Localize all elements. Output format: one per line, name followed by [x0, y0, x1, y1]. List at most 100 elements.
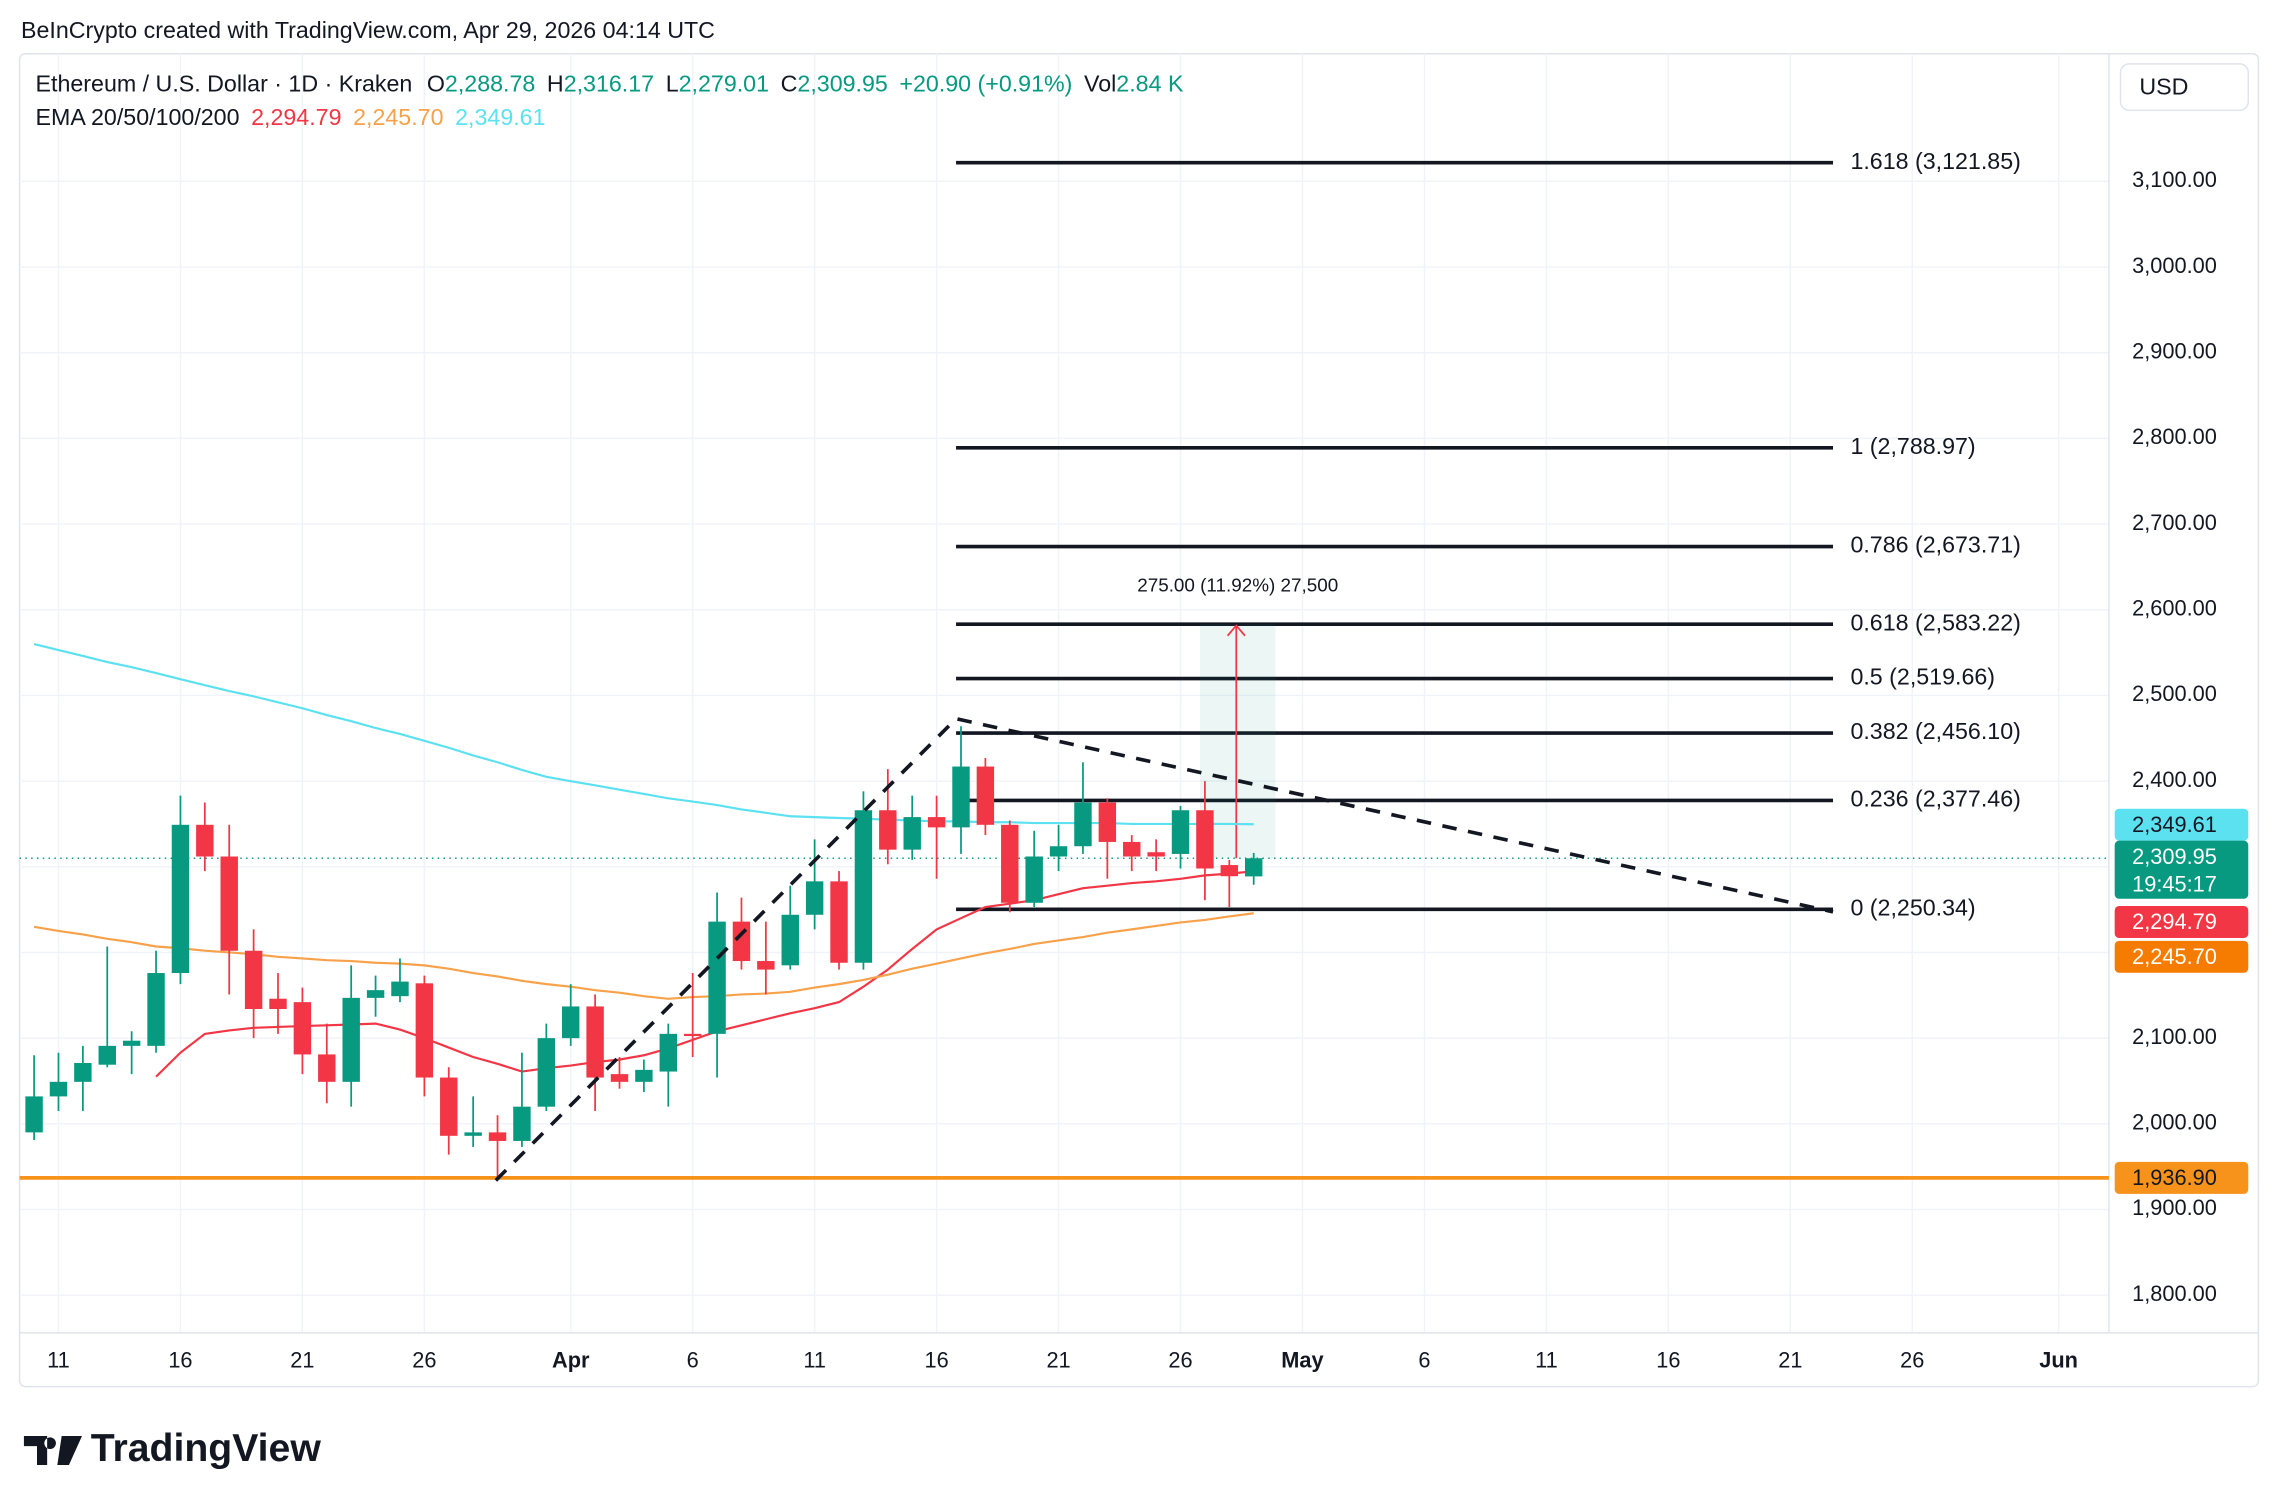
candle-body	[854, 810, 873, 963]
candle-body	[415, 983, 434, 1078]
x-tick-label: 21	[1046, 1348, 1070, 1373]
ohlc-key: C	[781, 71, 798, 97]
x-tick-label: 11	[803, 1348, 826, 1373]
x-tick-label: 11	[1535, 1348, 1558, 1373]
currency-button[interactable]	[2119, 63, 2249, 112]
fib-label: 0.382 (2,456.10)	[1850, 718, 2020, 744]
y-tick-label: 2,000.00	[2132, 1110, 2217, 1135]
measure-arrowhead	[1226, 624, 1246, 637]
fib-label: 0 (2,250.34)	[1850, 894, 1975, 920]
candle-body	[1001, 824, 1019, 903]
ema-line	[33, 643, 1254, 826]
candle-body	[805, 881, 824, 915]
candle-body	[879, 810, 897, 850]
candle-body	[1049, 846, 1068, 857]
ohlc-key: H	[547, 71, 564, 97]
candle-body	[391, 981, 409, 997]
support-label: 1,936.90	[2132, 1165, 2217, 1190]
candle-body	[25, 1096, 43, 1133]
x-tick-label: May	[1281, 1348, 1323, 1373]
ohlc-value: 2,316.17	[564, 71, 654, 97]
candle-body	[318, 1054, 336, 1082]
grid	[19, 53, 2109, 1333]
fib-label: 1 (2,788.97)	[1850, 433, 1975, 459]
candle-body	[366, 990, 385, 998]
volume-key: Vol	[1084, 71, 1116, 97]
ohlc-key: L	[666, 71, 679, 97]
price-label-box	[2114, 808, 2249, 841]
ohlc-value: 2,309.95	[797, 71, 887, 97]
y-tick-label: 2,400.00	[2132, 767, 2217, 792]
candle-body	[269, 998, 287, 1010]
fib-label: 0.786 (2,673.71)	[1850, 532, 2020, 558]
price-label-box	[2114, 940, 2249, 973]
candle-body	[122, 1040, 141, 1046]
candle-body	[1171, 810, 1190, 854]
price-axis: 1,800.001,900.002,000.002,100.002,200.00…	[47, 167, 2249, 1373]
fib-label: 0.236 (2,377.46)	[1850, 786, 2020, 812]
candle-body	[196, 824, 214, 857]
fib-label: 1.618 (3,121.85)	[1850, 148, 2020, 174]
logo-text: TradingView	[91, 1427, 322, 1470]
x-tick-label: 21	[290, 1348, 314, 1373]
ema-line	[33, 912, 1254, 1000]
candle-body	[708, 921, 726, 1034]
candle-body	[1098, 802, 1117, 842]
ohlc-value: 2,288.78	[445, 71, 535, 97]
candle-body	[49, 1081, 68, 1097]
y-tick-label: 2,600.00	[2132, 596, 2217, 621]
last-price-label: 2,309.95	[2132, 844, 2217, 869]
candle-body	[488, 1132, 507, 1141]
ema-legend: EMA 20/50/100/200 2,294.79 2,245.70 2,349.6…	[36, 104, 546, 130]
y-tick-label: 2,800.00	[2132, 424, 2217, 449]
x-tick-label: 11	[47, 1348, 70, 1373]
last-price-box	[2114, 840, 2249, 899]
candle-body	[683, 1033, 702, 1037]
legend-line: Ethereum / U.S. Dollar · 1D · Kraken O2,2…	[36, 71, 1184, 97]
candle-body	[927, 817, 946, 828]
candle-body	[976, 766, 995, 825]
price-label-box	[2114, 906, 2249, 938]
logo-mark	[23, 1435, 82, 1465]
fib-label: 0.618 (2,583.22)	[1850, 609, 2020, 635]
change: +20.90 (+0.91%)	[899, 71, 1072, 97]
chart-frame	[18, 52, 2260, 1388]
candle-body	[1025, 856, 1043, 903]
x-tick-label: 26	[412, 1348, 436, 1373]
candle-body	[830, 881, 848, 963]
price-label: 2,349.61	[2132, 812, 2217, 837]
currency[interactable]: USD	[2139, 74, 2188, 100]
x-tick-label: 26	[1900, 1348, 1924, 1373]
x-tick-label: 16	[924, 1348, 948, 1373]
candle-body	[147, 973, 165, 1046]
support-label-box	[2114, 1161, 2249, 1194]
y-tick-label: 2,100.00	[2132, 1024, 2217, 1049]
x-tick-label: 6	[687, 1348, 699, 1373]
y-tick-label: 1,800.00	[2132, 1281, 2217, 1306]
ema-value: 2,349.61	[455, 104, 545, 130]
candle-body	[659, 1033, 677, 1072]
ohlc-key: O	[427, 71, 445, 97]
candle-body	[635, 1069, 653, 1082]
logo: TradingView	[23, 1427, 322, 1470]
candle-body	[1220, 865, 1239, 877]
candle-body	[610, 1074, 629, 1082]
y-tick-label: 3,100.00	[2132, 167, 2217, 192]
candle-body	[171, 824, 190, 974]
ema-line	[155, 870, 1254, 1078]
fib-label: 0.5 (2,519.66)	[1850, 664, 1995, 690]
candle-body	[903, 817, 921, 850]
volume-value: 2.84 K	[1116, 71, 1184, 97]
candle-body	[98, 1045, 116, 1065]
candle-body	[440, 1077, 458, 1136]
y-tick-label: 1,900.00	[2132, 1195, 2217, 1220]
candle-body	[74, 1062, 92, 1082]
candle-body	[1196, 810, 1214, 869]
candle-body	[513, 1106, 531, 1141]
candle-body	[1147, 852, 1165, 857]
ohlc-value: 2,279.01	[679, 71, 769, 97]
ema-value: 2,245.70	[353, 104, 443, 130]
